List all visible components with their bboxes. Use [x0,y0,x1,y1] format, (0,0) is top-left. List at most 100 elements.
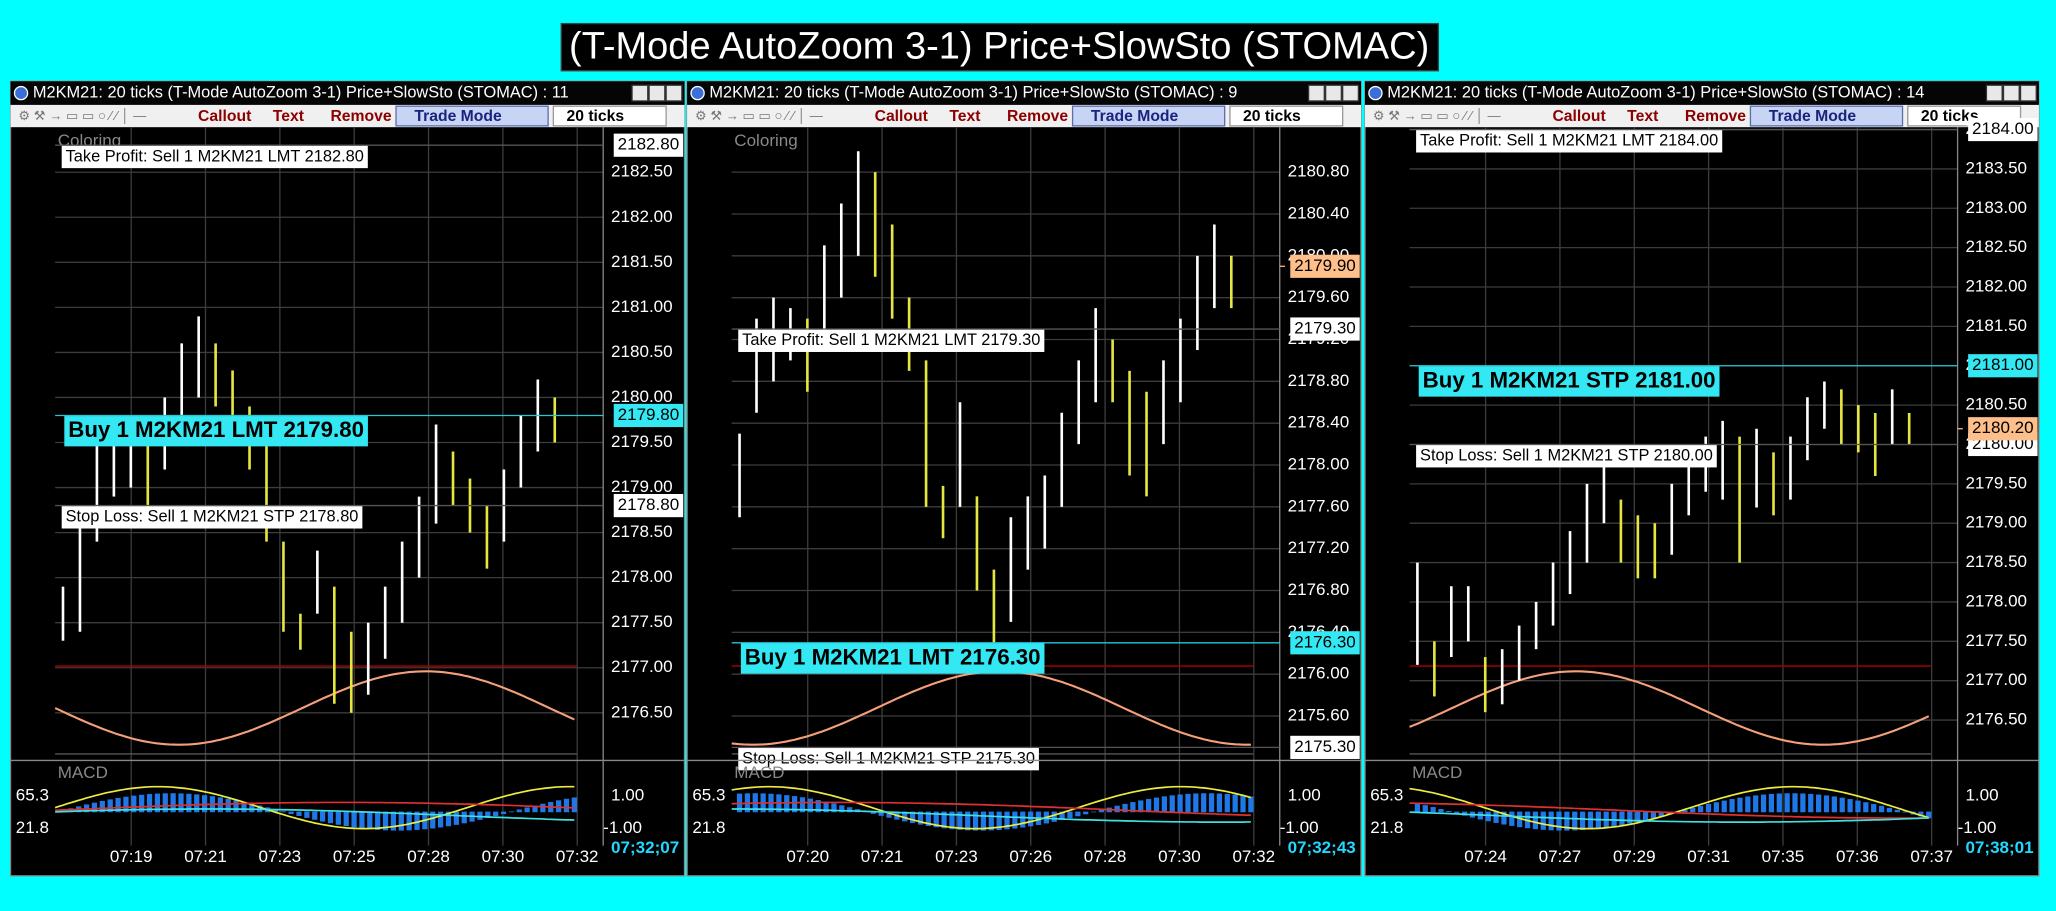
macd-histogram [917,811,924,825]
close-button[interactable] [1342,84,1360,102]
remove-button[interactable]: Remove [1007,108,1068,125]
macd-histogram [516,809,522,813]
macd-histogram [390,811,397,831]
macd-histogram [957,811,963,830]
order-label-box[interactable] [1416,445,1717,468]
stochastic-line [54,670,575,746]
order-label[interactable]: Buy 1 M2KM21 LMT 2179.80 [68,417,364,442]
order-label-box[interactable] [740,643,1045,674]
y-tick-label: 2181.00 [611,297,673,316]
macd-histogram [1729,799,1735,813]
macd-histogram [555,800,562,813]
time-label: 07:30 [1158,847,1201,866]
order-label-box[interactable] [61,506,363,529]
y-tick-label: 2180.50 [611,342,673,361]
macd-histogram [178,793,184,813]
ticks-box[interactable] [552,105,667,127]
order-label-box[interactable] [738,748,1039,771]
macd-histogram [571,797,577,813]
callout-button[interactable]: Callout [1552,108,1606,125]
macd-low-label: -1.00 [1280,818,1319,837]
macd-histogram [319,811,326,822]
macd-histogram [445,811,452,827]
trade-mode-button[interactable]: Trade Mode [1769,108,1857,125]
close-button[interactable] [665,84,683,102]
maximize-button[interactable] [648,84,666,102]
macd-line [731,808,1251,823]
trade-mode-button[interactable]: Trade Mode [1091,108,1179,125]
chart-window: M2KM21: 20 ticks (T-Mode AutoZoom 3-1) P… [1364,80,2040,877]
macd-histogram [272,809,279,813]
remove-button[interactable]: Remove [1685,108,1746,125]
y-tick-label: 2179.50 [1965,473,2027,492]
macd-histogram [1493,811,1499,823]
macd-label: MACD [58,763,108,782]
time-label: 07:27 [1539,847,1582,866]
macd-low-label: -1.00 [1958,818,1997,837]
ticks-selector[interactable]: 20 ticks [566,108,624,125]
macd-histogram [1430,807,1436,813]
maximize-button[interactable] [1324,84,1343,102]
minimize-button[interactable] [1307,84,1325,102]
macd-histogram [925,811,931,827]
order-label[interactable]: Stop Loss: Sell 1 M2KM21 STP 2175.30 [742,750,1035,768]
order-label[interactable]: Buy 1 M2KM21 LMT 2176.30 [745,644,1041,669]
minimize-button[interactable] [1985,84,2003,102]
last-price-label: 2179.90 [1294,256,1356,275]
order-label[interactable]: Stop Loss: Sell 1 M2KM21 STP 2178.80 [66,508,359,526]
order-label-box[interactable] [738,329,1045,352]
callout-button[interactable]: Callout [875,108,929,125]
macd-histogram [784,795,790,813]
trade-mode-button[interactable]: Trade Mode [414,108,502,125]
text-button[interactable]: Text [949,108,981,125]
window-frame [1364,80,2040,877]
order-label-box[interactable] [1418,366,1720,397]
order-label-box[interactable] [61,145,368,169]
macd-histogram [367,811,373,830]
macd-histogram [139,794,145,813]
order-label[interactable]: Take Profit: Sell 1 M2KM21 LMT 2184.00 [1420,132,1718,150]
maximize-button[interactable] [2002,84,2020,102]
macd-histogram [1153,797,1160,813]
macd-histogram [988,811,994,831]
order-price-label-box [1968,117,2038,142]
macd-histogram [1697,805,1704,813]
macd-histogram [839,805,845,813]
macd-histogram [107,799,113,813]
macd-histogram [1855,800,1861,813]
order-label[interactable]: Take Profit: Sell 1 M2KM21 LMT 2179.30 [742,331,1040,349]
macd-histogram [1831,796,1837,813]
remove-button[interactable]: Remove [330,108,391,125]
toolbar-icons: ⚙ ⚒ → ▭ ▭ ○ ∕ ∕ │ — [18,108,147,124]
order-label-box[interactable] [64,416,368,447]
window-icon [690,85,705,101]
toolbar-icons: ⚙ ⚒ → ▭ ▭ ○ ∕ ∕ │ — [695,108,824,124]
macd-histogram [1028,811,1034,827]
order-price-label-box [1290,317,1360,341]
macd-histogram [1185,793,1191,813]
close-button[interactable] [2019,84,2037,102]
text-button[interactable]: Text [273,108,305,125]
order-label[interactable]: Buy 1 M2KM21 STP 2181.00 [1423,367,1716,392]
trade-mode-box[interactable] [395,105,549,127]
ticks-selector[interactable]: 20 ticks [1243,108,1301,125]
ticks-box[interactable] [1229,105,1344,127]
macd-histogram [1926,811,1932,819]
time-label: 07:21 [861,847,904,866]
order-label[interactable]: Stop Loss: Sell 1 M2KM21 STP 2180.00 [1420,447,1713,465]
y-tick-label: 2175.60 [1288,706,1350,725]
trade-mode-box[interactable] [1071,105,1226,127]
callout-button[interactable]: Callout [198,108,252,125]
ticks-selector[interactable]: 20 ticks [1921,108,1979,125]
macd-histogram [123,796,129,813]
order-label[interactable]: Take Profit: Sell 1 M2KM21 LMT 2182.80 [66,147,364,165]
trade-mode-box[interactable] [1749,105,1904,127]
minimize-button[interactable] [631,84,649,102]
text-button[interactable]: Text [1627,108,1659,125]
order-label-box[interactable] [1416,130,1723,153]
macd-histogram [382,811,389,831]
macd-histogram [1918,811,1924,817]
macd-average-line [55,801,575,812]
